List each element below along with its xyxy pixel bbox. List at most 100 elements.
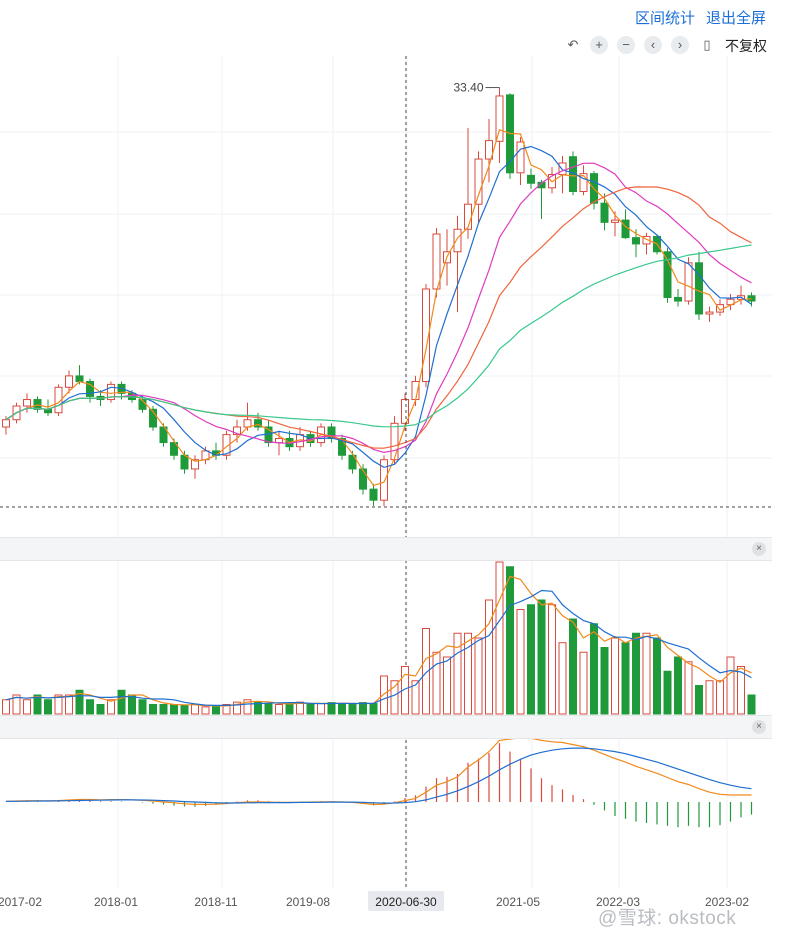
chart-toolbar: ↶ + − ‹ › ▯ 不复权 — [560, 34, 800, 56]
candle-down — [327, 426, 336, 440]
candle-up — [54, 386, 63, 414]
volume-bar-down — [600, 647, 609, 715]
volume-bar-down — [212, 705, 220, 715]
volume-bar-down — [695, 685, 703, 715]
zoom-in-icon[interactable]: + — [590, 36, 608, 54]
candle-up — [422, 288, 430, 383]
max-price-label: 33.40 — [453, 81, 483, 95]
volume-bar-up — [485, 599, 493, 715]
volume-bar-up — [65, 694, 73, 715]
ma-long3-line — [5, 244, 752, 428]
candle-down — [632, 237, 640, 245]
volume-bar-down — [128, 694, 136, 715]
volume-bar-down — [170, 704, 178, 715]
xueqiu-watermark: @雪球: okstock — [598, 908, 737, 929]
candle-down — [170, 442, 178, 456]
candle-type-icon[interactable]: ▯ — [703, 37, 711, 52]
zoom-out-icon[interactable]: − — [617, 36, 635, 54]
volume-bar-down — [747, 694, 756, 715]
volume-bar-down — [285, 703, 294, 715]
volume-bar-down — [632, 632, 640, 715]
candle-up — [65, 375, 73, 388]
range-stats-link[interactable]: 区间统计 — [635, 10, 696, 27]
volume-bar-down — [674, 656, 682, 715]
candle-up — [222, 434, 231, 456]
volume-bar-up — [495, 561, 504, 715]
candle-up — [453, 228, 462, 253]
volume-bar-up — [275, 704, 283, 715]
volume-bar-down — [75, 689, 84, 715]
volume-bar-up — [12, 694, 21, 715]
volume-bar-up — [579, 651, 588, 715]
volume-bar-up — [726, 656, 735, 715]
volume-bar-down — [138, 699, 147, 715]
volume-bar-down — [327, 702, 336, 715]
exit-fullscreen-link[interactable]: 退出全屏 — [706, 10, 767, 27]
undo-icon[interactable]: ↶ — [567, 37, 579, 52]
candle-down — [369, 488, 378, 501]
candle-up — [432, 233, 441, 290]
volume-bar-up — [380, 675, 388, 715]
pan-left-icon[interactable]: ‹ — [644, 36, 662, 54]
ma-mid-line — [5, 145, 752, 469]
volume-bar-down — [264, 703, 273, 715]
volume-bar-up — [516, 609, 525, 715]
candle-down — [527, 174, 535, 184]
volume-bar-up — [548, 604, 556, 715]
volume-bar-up — [401, 666, 409, 715]
volume-bar-up — [716, 680, 724, 715]
candle-down — [159, 426, 168, 444]
candle-down — [695, 262, 703, 315]
volume-bar-down — [86, 699, 94, 715]
candle-up — [401, 399, 409, 424]
x-tick-label: 2018-01 — [94, 895, 138, 909]
volume-bar-up — [23, 699, 31, 715]
volume-bar-down — [254, 701, 262, 715]
candle-down — [338, 438, 346, 456]
volume-bar-up — [222, 704, 231, 715]
volume-bar-up — [737, 666, 745, 715]
volume-bar-up — [243, 699, 252, 715]
price-adjust-select[interactable]: 不复权 — [725, 38, 767, 54]
volume-bar-up — [411, 680, 420, 715]
volume-bar-up — [474, 637, 483, 715]
pan-right-icon[interactable]: › — [671, 36, 689, 54]
candle-up — [485, 140, 493, 160]
volume-bar-up — [464, 632, 472, 715]
volume-bar-down — [117, 689, 126, 715]
macd-panel-header: × — [0, 715, 772, 739]
crosshair-date-badge — [368, 891, 444, 911]
candle-up — [233, 426, 241, 436]
candle-down — [254, 419, 262, 428]
volume-bar-down — [590, 623, 598, 715]
candle-up — [107, 383, 115, 401]
candle-up — [611, 219, 619, 223]
close-macd-panel-icon[interactable]: × — [752, 720, 766, 734]
volume-bar-up — [443, 656, 451, 715]
x-tick-label: 2017-02 — [0, 895, 42, 909]
crosshair-date-label: 2020-06-30 — [375, 895, 437, 909]
volume-bar-down — [348, 704, 357, 715]
candle-down — [600, 202, 609, 223]
candle-up — [642, 235, 651, 245]
candle-down — [86, 381, 94, 397]
candle-up — [380, 459, 388, 501]
volume-bar-up — [705, 680, 714, 715]
volume-bar-down — [338, 703, 346, 715]
x-tick-label: 2023-02 — [705, 895, 749, 909]
ma-short-line — [5, 129, 752, 487]
candle-up — [684, 262, 693, 302]
volume-bar-down — [149, 704, 157, 715]
volume-bar-up — [201, 706, 210, 715]
candle-down — [75, 375, 84, 383]
close-volume-panel-icon[interactable]: × — [752, 542, 766, 556]
volume-bar-up — [390, 680, 399, 715]
volume-bar-down — [33, 694, 42, 715]
volume-ma-short-line — [5, 575, 752, 707]
volume-bar-down — [44, 699, 52, 715]
candle-up — [579, 173, 588, 193]
volume-bar-down — [369, 703, 378, 715]
candle-up — [390, 422, 399, 461]
volume-bar-down — [653, 637, 661, 715]
